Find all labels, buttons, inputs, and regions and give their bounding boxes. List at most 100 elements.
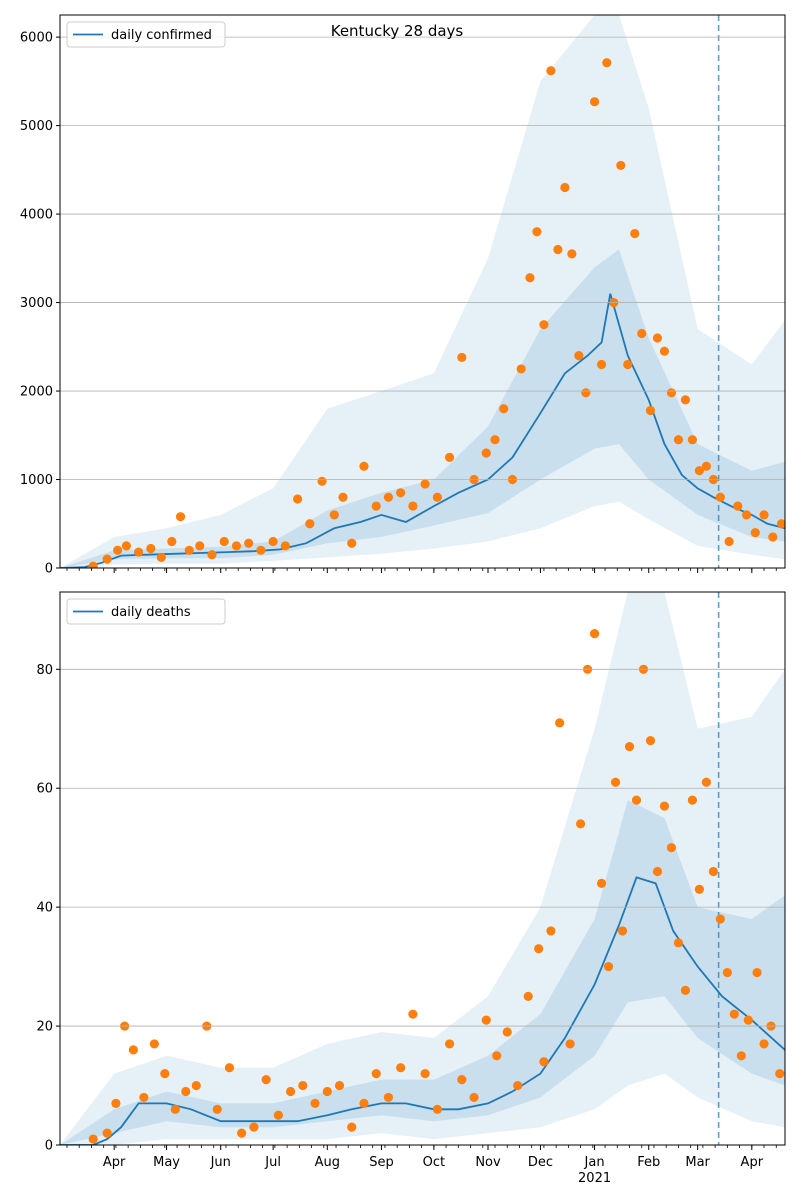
- data-point: [499, 404, 509, 414]
- x-tick-label: Apr: [741, 1155, 764, 1170]
- data-point: [134, 547, 144, 557]
- data-point: [273, 1110, 283, 1120]
- data-point: [261, 1074, 271, 1085]
- data-point: [444, 1039, 455, 1049]
- series-line: [60, 876, 785, 1145]
- data-point: [701, 461, 711, 471]
- x-year-label: 2021: [578, 1171, 611, 1186]
- data-point: [88, 561, 98, 568]
- y-tick-label: 20: [36, 1020, 53, 1035]
- data-point: [596, 878, 607, 888]
- data-point: [492, 1051, 502, 1061]
- data-point: [167, 536, 177, 547]
- y-tick-label: 40: [36, 901, 53, 916]
- x-tick-label: Dec: [528, 1155, 553, 1170]
- data-point: [305, 519, 315, 529]
- data-point: [645, 736, 656, 746]
- y-tick-label: 4000: [20, 208, 53, 223]
- data-point: [743, 1015, 753, 1025]
- data-point: [694, 466, 704, 476]
- x-tick-label: Oct: [423, 1155, 445, 1170]
- data-point: [546, 66, 556, 76]
- data-point: [666, 843, 677, 853]
- data-point: [102, 554, 112, 564]
- data-point: [616, 160, 626, 171]
- data-point: [280, 541, 290, 551]
- data-point: [630, 228, 640, 239]
- data-point: [359, 1098, 369, 1108]
- data-point: [408, 501, 418, 511]
- data-point: [371, 1069, 381, 1079]
- data-point: [659, 346, 670, 356]
- data-point: [701, 777, 711, 787]
- data-point: [481, 448, 491, 458]
- legend-label: daily confirmed: [111, 28, 212, 43]
- data-point: [111, 1098, 121, 1108]
- data-point: [207, 550, 217, 560]
- data-point: [631, 795, 642, 805]
- y-tick-label: 5000: [20, 119, 53, 134]
- data-point: [652, 866, 663, 877]
- x-tick-label: Sep: [369, 1155, 394, 1170]
- data-point: [219, 536, 229, 547]
- data-point: [237, 1128, 247, 1138]
- x-tick-label: Aug: [315, 1155, 340, 1170]
- data-point: [589, 97, 600, 107]
- data-point: [383, 492, 394, 502]
- data-point: [574, 351, 584, 361]
- deaths-panel: 0 20 40 60 80 Apr May Jun Jul Aug Sep Oct Nov Dec Jan F…: [36, 591, 786, 1186]
- x-tick-label: Jan: [584, 1155, 605, 1170]
- data-point: [88, 1134, 98, 1144]
- data-point: [359, 461, 369, 471]
- data-point: [347, 538, 357, 548]
- legend-label: daily deaths: [111, 605, 191, 620]
- data-point: [617, 926, 628, 936]
- data-point: [502, 1027, 512, 1037]
- data-point: [298, 1080, 308, 1091]
- data-point: [680, 395, 691, 405]
- data-point: [722, 967, 732, 978]
- data-point: [268, 536, 278, 547]
- data-point: [322, 1086, 332, 1097]
- figure-title: Kentucky 28 days: [331, 22, 464, 40]
- data-point: [329, 510, 339, 520]
- data-point: [553, 244, 563, 255]
- data-point: [546, 926, 556, 936]
- data-point: [624, 742, 635, 752]
- data-point: [371, 501, 381, 511]
- legend: daily deaths: [66, 598, 226, 625]
- data-point: [610, 777, 621, 787]
- data-point: [623, 359, 633, 370]
- data-point: [729, 1009, 739, 1019]
- data-point: [523, 991, 533, 1001]
- y-tick-label: 80: [36, 663, 53, 678]
- data-point: [338, 492, 348, 502]
- data-point: [567, 249, 577, 259]
- data-point: [589, 629, 600, 639]
- data-point: [602, 58, 612, 68]
- data-point: [432, 1104, 442, 1114]
- data-point: [408, 1009, 418, 1019]
- cases-panel: 0 1000 2000 3000 4000 5000 6000 daily confirmed: [20, 14, 786, 577]
- data-point: [759, 510, 769, 520]
- data-point: [231, 541, 242, 551]
- x-tick-label: Nov: [475, 1155, 501, 1170]
- data-point: [383, 1092, 394, 1103]
- data-point: [513, 1080, 523, 1091]
- data-point: [687, 795, 698, 805]
- data-point: [184, 545, 194, 555]
- data-point: [715, 492, 725, 502]
- data-point: [645, 405, 656, 416]
- data-point: [534, 944, 544, 954]
- data-point: [637, 328, 647, 339]
- data-point: [292, 494, 303, 504]
- data-point: [249, 1122, 259, 1132]
- data-point: [768, 532, 778, 542]
- y-tick-label: 0: [45, 562, 53, 577]
- data-point: [759, 1039, 769, 1049]
- data-point: [680, 985, 691, 995]
- x-tick-label: May: [153, 1155, 180, 1170]
- data-point: [565, 1039, 575, 1049]
- uncertainty-band-inner: [60, 800, 785, 1145]
